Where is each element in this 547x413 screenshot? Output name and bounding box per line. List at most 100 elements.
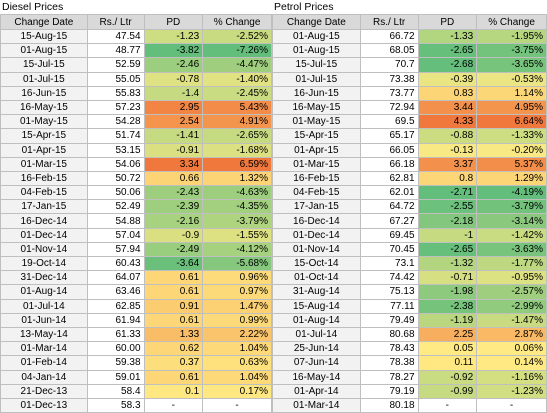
- data-row: 01-Dec-13 58.3- -: [0, 397, 272, 413]
- price-diff: 0.61: [143, 312, 204, 328]
- price-diff: 0.61: [143, 369, 204, 385]
- price: 53.15: [86, 142, 145, 158]
- change-date: 13-May-14: [0, 326, 88, 343]
- price: 52.59: [86, 57, 145, 73]
- data-row: 16-Dec-14 54.88 -2.16 -3.79%: [0, 213, 272, 229]
- percent-change: 6.64%: [476, 114, 547, 130]
- data-row: 04-Feb-15 62.01 -2.71 -4.19%: [272, 185, 547, 201]
- data-row: 04-Feb-15 50.06 -2.43 -4.63%: [0, 185, 272, 201]
- change-date: 01-Apr-15: [0, 142, 88, 158]
- column-header: Change Date: [0, 14, 88, 30]
- change-date: 01-May-15: [272, 114, 361, 130]
- change-date: 15-Oct-14: [272, 255, 361, 272]
- price: 55.05: [86, 71, 145, 87]
- price-diff: 3.34: [143, 156, 204, 172]
- change-date: 21-Dec-13: [0, 383, 88, 399]
- price: 63.46: [86, 284, 145, 300]
- data-row: 01-Jul-15 73.38 -0.39 -0.53%: [272, 71, 547, 87]
- price-diff: -1.4: [143, 85, 204, 101]
- price-diff: 0.61: [143, 284, 204, 300]
- percent-change: -1.68%: [202, 142, 272, 158]
- change-date: 17-Jan-15: [0, 199, 88, 215]
- price: 68.05: [359, 43, 419, 59]
- price-diff: -1.19: [417, 312, 478, 328]
- change-date: 01-Nov-14: [0, 241, 88, 258]
- data-row: 01-Mar-14 60.00 0.62 1.04%: [0, 341, 272, 357]
- percent-change: -0.53%: [476, 71, 547, 87]
- percent-change: -4.19%: [476, 185, 547, 201]
- column-header: Change Date: [272, 14, 361, 30]
- change-date: 01-Oct-14: [272, 270, 361, 286]
- price: 57.04: [86, 227, 145, 243]
- price: 73.38: [359, 71, 419, 87]
- price-diff: 0.62: [143, 341, 204, 357]
- change-date: 15-Apr-15: [272, 128, 361, 144]
- price-diff: 4.33: [417, 114, 478, 130]
- percent-change: -3.79%: [476, 199, 547, 215]
- price: 62.85: [86, 298, 145, 314]
- price: 78.43: [359, 341, 419, 357]
- price: 80.68: [359, 326, 419, 343]
- percent-change: 0.96%: [202, 270, 272, 286]
- price-diff: -1: [417, 227, 478, 243]
- price-diff: 2.95: [143, 99, 204, 116]
- percent-change: -5.68%: [202, 255, 272, 272]
- price: 69.45: [359, 227, 419, 243]
- data-row: 01-Nov-14 57.94 -2.49 -4.12%: [0, 241, 272, 258]
- data-row: 01-Aug-14 79.49 -1.19 -1.47%: [272, 312, 547, 328]
- data-row: 15-Aug-14 77.11 -2.38 -2.99%: [272, 298, 547, 314]
- change-date: 16-Feb-15: [272, 170, 361, 187]
- percent-change: -3.63%: [476, 241, 547, 258]
- percent-change: 2.87%: [476, 326, 547, 343]
- percent-change: 2.22%: [202, 326, 272, 343]
- data-row: 01-Dec-14 69.45 -1 -1.42%: [272, 227, 547, 243]
- change-date: 01-Jul-15: [0, 71, 88, 87]
- price-diff: 3.44: [417, 99, 478, 116]
- price-diff: 0.61: [143, 270, 204, 286]
- data-row: 01-Nov-14 70.45 -2.65 -3.63%: [272, 241, 547, 258]
- price-diff: -3.82: [143, 43, 204, 59]
- change-date: 01-Aug-15: [272, 43, 361, 59]
- percent-change: -: [202, 397, 272, 413]
- change-date: 01-Mar-15: [272, 156, 361, 172]
- change-date: 19-Oct-14: [0, 255, 88, 272]
- price: 60.00: [86, 341, 145, 357]
- price-diff: 0.11: [417, 355, 478, 371]
- data-row: 17-Jan-15 52.49 -2.39 -4.35%: [0, 199, 272, 215]
- percent-change: 4.91%: [202, 114, 272, 130]
- change-date: 01-Nov-14: [272, 241, 361, 258]
- change-date: 01-Mar-15: [0, 156, 88, 172]
- percent-change: -2.57%: [476, 284, 547, 300]
- change-date: 16-May-15: [272, 99, 361, 116]
- percent-change: 1.04%: [202, 369, 272, 385]
- price-diff: -0.39: [417, 71, 478, 87]
- data-row: 16-May-15 72.94 3.44 4.95%: [272, 99, 547, 116]
- column-header: Rs./ Ltr: [359, 14, 419, 30]
- price: 77.11: [359, 298, 419, 314]
- petrol-block: Petrol Prices Change Date Rs./ Ltr PD% Cha…: [272, 0, 547, 413]
- data-row: 01-Mar-15 66.18 3.37 5.37%: [272, 156, 547, 172]
- price: 66.05: [359, 142, 419, 158]
- percent-change: 5.37%: [476, 156, 547, 172]
- data-row: 01-Aug-14 63.46 0.61 0.97%: [0, 284, 272, 300]
- price: 78.38: [359, 355, 419, 371]
- change-date: 31-Aug-14: [272, 284, 361, 300]
- percent-change: -1.55%: [202, 227, 272, 243]
- percent-change: -1.23%: [476, 383, 547, 399]
- price-diff: -0.13: [417, 142, 478, 158]
- price-diff: -: [417, 397, 478, 413]
- price: 51.74: [86, 128, 145, 144]
- percent-change: -2.52%: [202, 28, 272, 45]
- percent-change: -1.40%: [202, 71, 272, 87]
- price: 59.01: [86, 369, 145, 385]
- change-date: 31-Dec-14: [0, 270, 88, 286]
- change-date: 01-Jul-14: [272, 326, 361, 343]
- price: 66.72: [359, 28, 419, 45]
- change-date: 17-Jan-15: [272, 199, 361, 215]
- price: 79.19: [359, 383, 419, 399]
- price-diff: -3.64: [143, 255, 204, 272]
- price: 73.1: [359, 255, 419, 272]
- percent-change: 1.04%: [202, 341, 272, 357]
- price-diff: -0.78: [143, 71, 204, 87]
